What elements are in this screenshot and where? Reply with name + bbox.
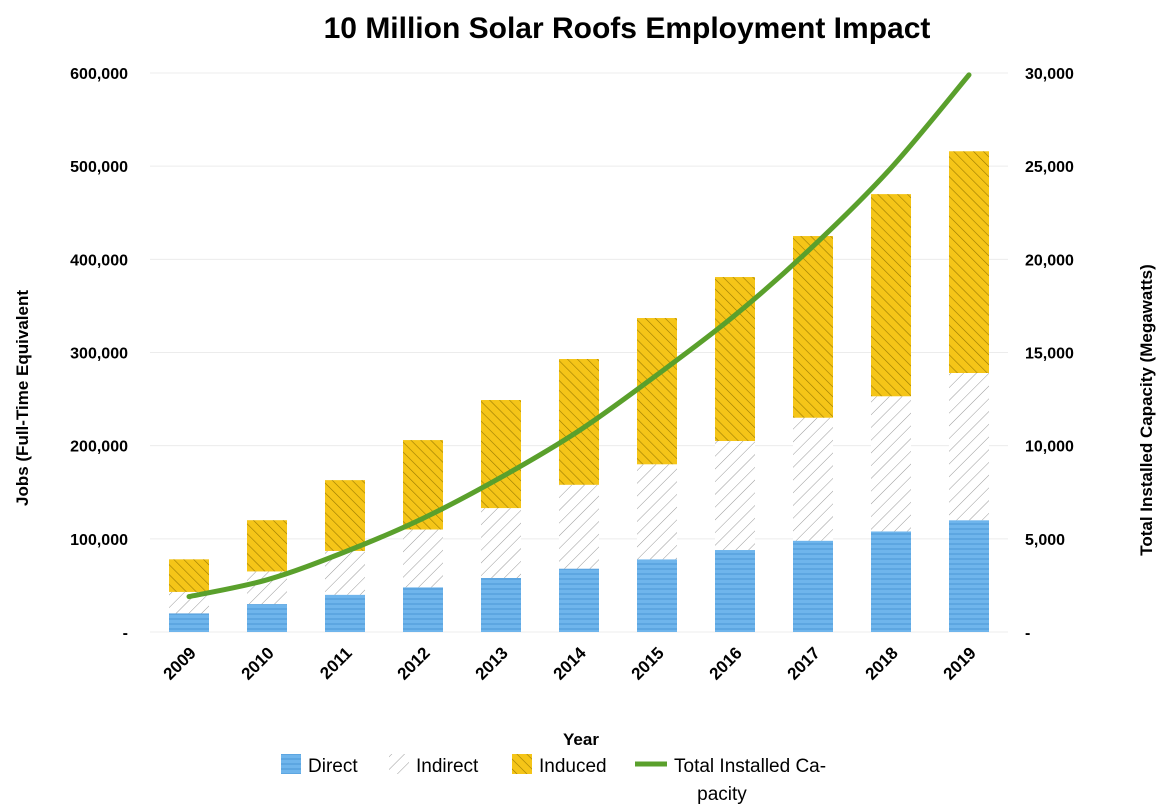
bar-direct [403, 587, 443, 632]
bar-direct [715, 550, 755, 632]
legend-label-direct: Direct [308, 756, 358, 777]
chart-title: 10 Million Solar Roofs Employment Impact [324, 12, 931, 45]
x-axis-ticks: 2009 2010 2011 2012 2013 2014 2015 2016 2017 2018… [160, 643, 980, 684]
y-axis-right-ticks: - 5,000 10,000 15,000 20,000 25,000 30,000 [1025, 66, 1074, 642]
y-tick-label: 200,000 [70, 439, 128, 456]
bar-induced [247, 520, 287, 572]
bar-induced [481, 400, 521, 509]
bar-direct [871, 531, 911, 632]
legend-label-capacity: Total Installed Ca- [674, 756, 826, 777]
y2-tick-label: 30,000 [1025, 66, 1074, 83]
bar-direct [949, 520, 989, 632]
x-tick-label: 2011 [316, 643, 356, 683]
y2-tick-label: 10,000 [1025, 439, 1074, 456]
x-tick-label: 2019 [940, 643, 980, 683]
bars [169, 151, 989, 632]
y2-tick-label: 5,000 [1025, 532, 1065, 549]
legend: Direct Indirect Induced Total Installed … [281, 754, 826, 805]
x-tick-label: 2017 [784, 643, 824, 683]
bar-direct [559, 568, 599, 632]
y-tick-label: 500,000 [70, 159, 128, 176]
capacity-line-layer [186, 72, 972, 600]
bar-indirect [949, 372, 989, 521]
bar-induced [949, 151, 989, 373]
y-axis-left-ticks: - 100,000 200,000 300,000 400,000 500,000 600,… [70, 66, 128, 642]
y-tick-label: 400,000 [70, 252, 128, 269]
bar-induced [637, 318, 677, 465]
x-tick-label: 2018 [862, 643, 902, 683]
capacity-line [186, 72, 972, 600]
legend-swatch-direct [281, 754, 301, 774]
bar-indirect [793, 417, 833, 541]
x-tick-label: 2014 [550, 643, 591, 684]
legend-label-indirect: Indirect [416, 756, 479, 777]
y-tick-label: - [123, 625, 128, 642]
x-tick-label: 2013 [472, 643, 512, 683]
y2-tick-label: 15,000 [1025, 346, 1074, 363]
legend-swatch-induced [512, 754, 532, 774]
bar-direct [325, 594, 365, 632]
bar-indirect [403, 529, 443, 588]
y2-tick-label: 20,000 [1025, 252, 1074, 269]
x-tick-label: 2012 [394, 643, 434, 683]
bar-induced [325, 480, 365, 551]
bar-indirect [871, 396, 911, 532]
legend-label-capacity-line2: pacity [697, 784, 747, 805]
bar-induced [169, 559, 209, 592]
x-tick-label: 2016 [706, 643, 746, 683]
bar-indirect [715, 441, 755, 551]
legend-swatch-indirect [389, 754, 409, 774]
bar-indirect [637, 464, 677, 560]
y2-tick-label: - [1025, 625, 1030, 642]
bar-indirect [481, 508, 521, 578]
bar-indirect [169, 591, 209, 614]
x-tick-label: 2010 [238, 643, 278, 683]
bar-induced [793, 236, 833, 418]
x-tick-label: 2009 [160, 643, 200, 683]
bar-direct [247, 604, 287, 632]
legend-label-induced: Induced [539, 756, 607, 777]
y-tick-label: 100,000 [70, 532, 128, 549]
bar-direct [481, 577, 521, 632]
bar-induced [871, 194, 911, 397]
x-axis-title: Year [563, 730, 599, 749]
bar-direct [169, 613, 209, 632]
y-axis-right-title: Total Installed Capacity (Megawatts) [1137, 264, 1156, 556]
y2-tick-label: 25,000 [1025, 159, 1074, 176]
y-axis-left-title: Jobs (Full-Time Equivalent [13, 290, 32, 506]
x-tick-label: 2015 [628, 643, 668, 683]
bar-direct [637, 559, 677, 632]
bar-direct [793, 540, 833, 632]
y-tick-label: 300,000 [70, 346, 128, 363]
bar-indirect [559, 484, 599, 569]
y-tick-label: 600,000 [70, 66, 128, 83]
